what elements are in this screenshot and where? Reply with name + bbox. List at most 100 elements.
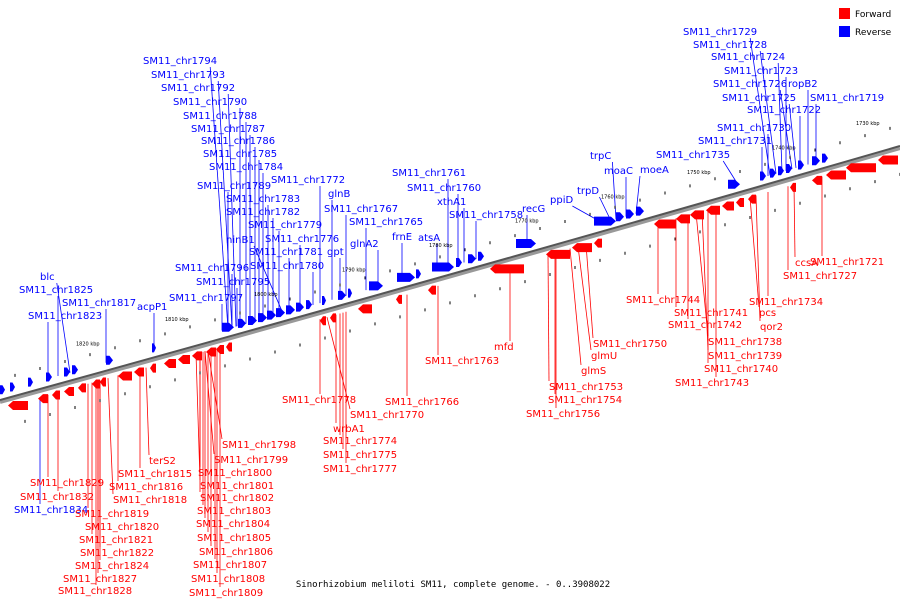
forward-gene-label: SM11_chr1824 [75,561,149,572]
reverse-gene-arrow [456,257,462,267]
reverse-gene-label: SM11_chr1780 [250,261,324,272]
reverse-gene-label: SM11_chr1731 [698,136,772,147]
reverse-gene-arrow [369,281,383,291]
reverse-gene-label: SM11_chr1797 [169,293,243,304]
kbp-tick-label: 1820 kbp [76,342,100,348]
legend-reverse-swatch [839,26,850,37]
forward-gene-label: SM11_chr1754 [548,395,622,406]
forward-gene-label: SM11_chr1798 [222,440,296,451]
forward-gene-label: SM11_chr1740 [704,364,778,375]
forward-gene-arrow [358,304,372,314]
forward-leader-line [547,254,550,382]
reverse-gene-arrow [72,365,78,375]
reverse-gene-label: SM11_chr1765 [349,217,423,228]
reverse-leader-line [777,62,783,172]
forward-gene-label: SM11_chr1734 [749,297,823,308]
reverse-gene-label: SM11_chr1767 [324,204,398,215]
forward-gene-label: SM11_chr1816 [109,482,183,493]
reverse-gene-arrow [770,168,776,178]
reverse-gene-label: glnA2 [350,239,379,250]
forward-gene-label: SM11_chr1820 [85,522,159,533]
forward-gene-arrow [64,386,74,396]
forward-gene-arrow [428,285,436,295]
reverse-gene-arrow [348,288,352,298]
tick-marks: 1820 kbp 1810 kbp 1800 kbp 1790 kbp 1780 kbp… [14,121,900,423]
forward-gene-label: SM11_chr1750 [593,339,667,350]
reverse-gene-arrow [416,269,421,279]
forward-gene-arrow [812,175,822,185]
reverse-gene-label: SM11_chr1760 [407,183,481,194]
reverse-gene-label: trpD [577,186,599,197]
forward-gene-arrow [878,155,898,165]
reverse-gene-arrow [64,367,70,377]
reverse-gene-label: SM11_chr1793 [151,70,225,81]
reverse-gene-arrow [248,315,257,325]
leader-lines [39,37,823,587]
forward-gene-label: SM11_chr1766 [385,397,459,408]
forward-gene-arrow [690,210,704,220]
reverse-gene-arrow [626,209,634,219]
reverse-gene-arrow [616,212,624,222]
forward-gene-arrow [736,198,744,208]
forward-gene-label: terS2 [149,456,176,467]
reverse-gene-label: SM11_chr1728 [693,40,767,51]
forward-leader-line [585,243,594,339]
forward-gene-arrow [654,219,676,229]
forward-gene-label: SM11_chr1801 [200,481,274,492]
reverse-gene-arrow [10,382,15,392]
reverse-gene-arrow [468,254,476,264]
reverse-gene-label: recG [522,204,545,215]
forward-gene-arrow [706,205,720,215]
forward-leader-line [107,378,114,495]
reverse-gene-label: SM11_chr1779 [248,220,322,231]
forward-leader-line [569,248,582,366]
kbp-tick-label: 1770 kbp [515,219,539,225]
legend-reverse-label: Reverse [855,28,892,38]
forward-gene-arrow [92,379,100,389]
forward-gene-arrow [206,347,216,357]
reverse-gene-arrow [106,355,113,365]
reverse-gene-arrow [306,300,312,310]
kbp-tick-label: 1760 kbp [601,194,625,200]
forward-gene-label: SM11_chr1744 [626,295,700,306]
forward-gene-label: SM11_chr1807 [193,560,267,571]
reverse-leader-line [759,50,777,174]
reverse-gene-label: SM11_chr1792 [161,83,235,94]
reverse-gene-label: SM11_chr1825 [19,285,93,296]
forward-gene-label: glmU [591,351,617,362]
reverse-gene-label: SM11_chr1795 [196,277,270,288]
reverse-gene-label: SM11_chr1796 [175,263,249,274]
forward-gene-label: SM11_chr1802 [200,493,274,504]
forward-gene-arrow [178,355,190,365]
forward-gene-label: SM11_chr1829 [30,478,104,489]
reverse-gene-label: SM11_chr1725 [722,93,796,104]
forward-gene-label: SM11_chr1741 [674,308,748,319]
reverse-gene-arrow [286,305,295,315]
reverse-gene-label: SM11_chr1776 [265,234,339,245]
forward-gene-label: SM11_chr1822 [80,548,154,559]
forward-gene-label: SM11_chr1770 [350,410,424,421]
reverse-gene-label: ppiD [550,195,573,206]
reverse-gene-label: SM11_chr1781 [249,247,323,258]
reverse-leader-line [253,245,284,314]
reverse-gene-arrow [0,385,5,395]
forward-gene-arrow [192,351,202,361]
forward-gene-label: ccsA [795,258,818,269]
forward-gene-label: SM11_chr1815 [118,469,192,480]
reverse-gene-label: SM11_chr1785 [203,149,277,160]
reverse-gene-label: SM11_chr1823 [28,311,102,322]
legend-forward-label: Forward [855,10,891,20]
reverse-gene-label: xthA1 [437,197,466,208]
forward-gene-label: SM11_chr1738 [708,337,782,348]
forward-gene-arrow [846,163,876,173]
forward-gene-label: qor2 [760,322,783,333]
reverse-gene-label: moaC [604,166,633,177]
legend-forward-swatch [839,8,850,19]
forward-gene-arrow [546,249,570,259]
forward-gene-label: glmS [581,366,606,377]
reverse-gene-label: blc [40,272,55,283]
forward-gene-arrow [396,294,402,304]
reverse-gene-label: SM11_chr1730 [717,123,791,134]
reverse-gene-arrow [728,179,740,189]
reverse-gene-arrow [338,290,346,300]
